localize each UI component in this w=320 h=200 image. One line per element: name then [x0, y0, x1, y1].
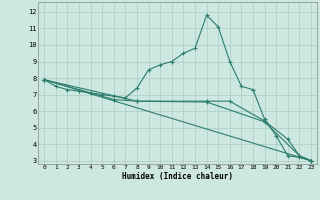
- X-axis label: Humidex (Indice chaleur): Humidex (Indice chaleur): [122, 172, 233, 181]
